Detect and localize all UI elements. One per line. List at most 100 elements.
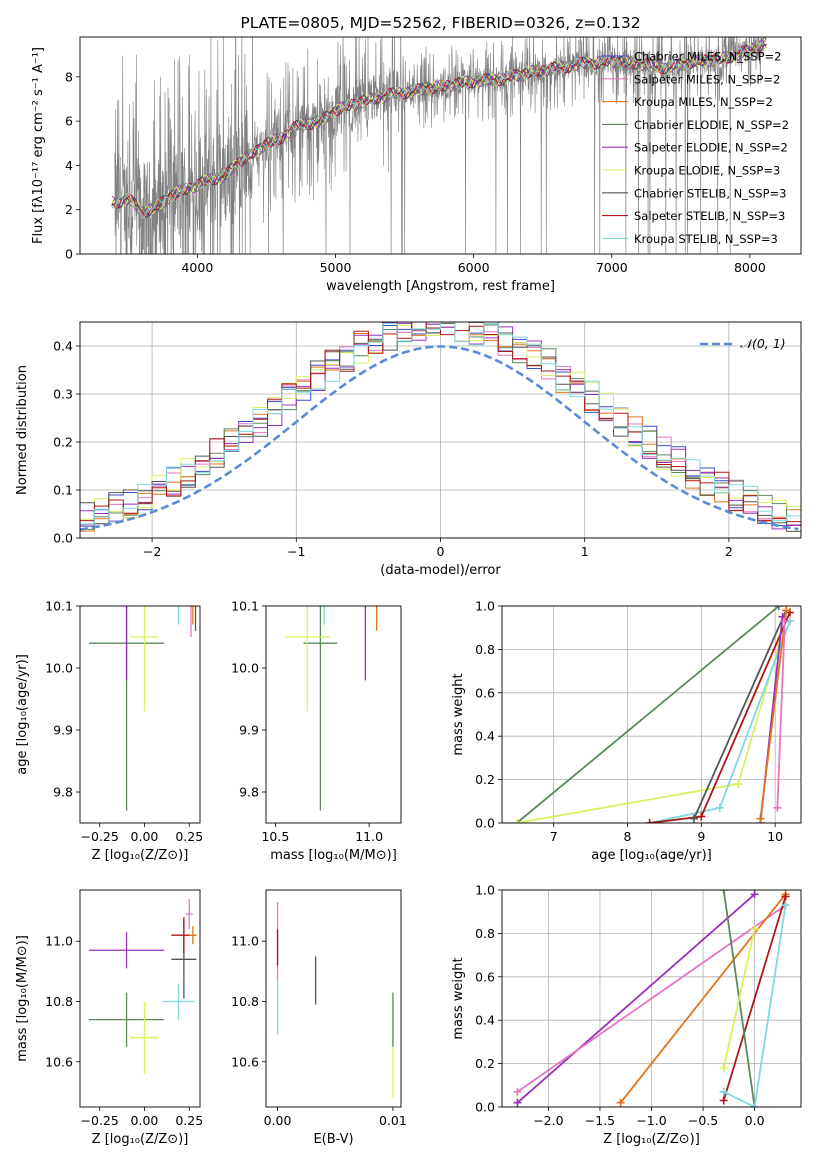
y-tick-label: 0.0 (475, 816, 495, 831)
x-tick-label: 8 (624, 829, 632, 844)
weight-marker (645, 819, 654, 823)
weight-line (759, 610, 788, 819)
weight-marker (756, 814, 765, 823)
x-tick-label: −0.25 (81, 829, 119, 844)
x-axis-label: Z [log₁₀(Z/Z⊙)] (603, 1132, 700, 1147)
legend-entry: Chabrier MILES, N_SSP=2 (634, 50, 781, 64)
residual-histogram (80, 322, 801, 526)
y-tick-label: 4 (65, 158, 73, 173)
x-tick-label: −2.0 (533, 1113, 563, 1128)
plot-area (88, 899, 197, 1074)
weight-marker (513, 1087, 522, 1096)
x-tick-label: −0.5 (688, 1113, 718, 1128)
weight-line (722, 896, 787, 1101)
y-tick-label: 11.0 (45, 934, 73, 949)
x-axis-label: Z [log₁₀(Z/Z⊙)] (92, 1132, 189, 1147)
legend-entry: Kroupa ELODIE, N_SSP=3 (634, 164, 780, 178)
y-tick-label: 10.1 (231, 599, 259, 614)
errorbar-point (171, 535, 196, 597)
legend: Chabrier MILES, N_SSP=2 Salpeter MILES, N… (602, 50, 789, 246)
model-fit-line (111, 39, 767, 219)
weight-marker (513, 1098, 522, 1107)
y-tick-label: 0.8 (475, 642, 495, 657)
y-tick-label: 0.1 (53, 483, 73, 498)
errorbar-point (194, 606, 197, 631)
x-tick-label: 0.0 (745, 1113, 765, 1128)
panel-mass-vs-EBV: 0.00 0.01 10.6 10.8 11.0 E(B-V) (231, 889, 407, 1147)
plot-area (513, 890, 790, 1107)
weight-marker (781, 901, 790, 910)
axes-frame (79, 36, 802, 255)
axes-frame (79, 605, 201, 824)
panel-spectrum: 4000 5000 6000 7000 8000 0 2 4 6 8 wavelength [Ang… (31, 36, 802, 294)
errorbar-point (284, 606, 330, 712)
x-tick-label: 0.25 (175, 829, 203, 844)
weight-marker (719, 890, 728, 894)
weight-marker (774, 606, 783, 610)
x-tick-label: 2 (725, 544, 733, 559)
y-tick-label: 0.0 (475, 1100, 495, 1115)
errorbar-point (190, 606, 192, 637)
y-tick-label: 11.0 (231, 934, 259, 949)
axes-frame (501, 605, 802, 824)
weight-marker (782, 606, 791, 615)
y-tick-label: 10.8 (231, 994, 259, 1009)
x-axis-label: (data-model)/error (380, 563, 501, 578)
weight-marker (616, 1098, 625, 1107)
x-tick-label: 7000 (596, 260, 628, 275)
plot-area (111, 37, 767, 254)
y-tick-label: 9.8 (239, 785, 259, 800)
legend-entry: Kroupa STELIB, N_SSP=3 (634, 232, 778, 246)
y-tick-label: 0.2 (475, 1056, 495, 1071)
y-tick-label: 0.3 (53, 387, 73, 402)
residual-histogram (80, 322, 801, 525)
x-tick-label: 5000 (320, 260, 352, 275)
legend-entry: Salpeter MILES, N_SSP=2 (634, 72, 780, 86)
y-axis-label: Normed distribution (15, 365, 30, 495)
weight-line (776, 621, 786, 808)
y-tick-label: 9.9 (239, 723, 259, 738)
x-axis-label: age [log₁₀(age/yr)] (591, 848, 712, 863)
plot-area (284, 606, 378, 811)
y-tick-label: 6 (65, 114, 73, 129)
errorbar-point (185, 899, 193, 930)
legend-entry: Chabrier ELODIE, N_SSP=2 (634, 118, 789, 132)
y-tick-label: 9.9 (53, 723, 73, 738)
panel-weight-vs-age: 7 8 9 10 0.0 0.2 0.4 0.6 0.8 1.0 age [log₁₀(age/yr… (451, 599, 802, 863)
errorbar-point (364, 606, 367, 681)
weight-marker (750, 1103, 759, 1107)
y-tick-label: 0.2 (53, 435, 73, 450)
y-tick-label: 1.0 (475, 883, 495, 898)
weight-line (693, 609, 788, 820)
weight-line (516, 893, 756, 1104)
errorbar-point (162, 983, 195, 1020)
weight-marker (512, 819, 521, 823)
panel-age-vs-Z: −0.25 0.00 0.25 9.8 9.9 10.0 10.1 Z [log₁₀(Z/Z⊙… (15, 535, 203, 864)
errorbar-point (125, 606, 128, 681)
y-tick-label: 9.8 (53, 785, 73, 800)
normal-reference-curve (80, 345, 799, 531)
x-tick-label: 7 (550, 829, 558, 844)
plot-area (88, 535, 197, 811)
y-axis-label: age [log₁₀(age/yr)] (15, 654, 30, 775)
axes-frame (79, 321, 802, 539)
chart-title: PLATE=0805, MJD=52562, FIBERID=0326, z=0… (240, 14, 640, 32)
weight-marker (697, 812, 706, 821)
y-tick-label: 8 (65, 69, 73, 84)
weight-marker (781, 892, 790, 901)
x-tick-label: 1 (581, 544, 589, 559)
x-tick-label: 11.0 (355, 829, 383, 844)
legend-entry: Kroupa MILES, N_SSP=2 (634, 95, 773, 109)
weight-marker (750, 890, 759, 899)
errorbar-point (192, 606, 194, 625)
panel-weight-vs-Z: −2.0 −1.5 −1.0 −0.5 0.0 0.0 0.2 0.4 0.6 0.8 1.0 Z [… (451, 883, 802, 1147)
errorbar-point (130, 606, 159, 712)
weight-marker (780, 617, 789, 626)
y-tick-label: 0.8 (475, 926, 495, 941)
observed-spectrum (114, 37, 764, 254)
y-tick-label: 2 (65, 202, 73, 217)
x-tick-label: −1 (287, 544, 305, 559)
legend-entry: Salpeter ELODIE, N_SSP=2 (634, 141, 788, 155)
x-tick-label: 0.00 (264, 1113, 292, 1128)
